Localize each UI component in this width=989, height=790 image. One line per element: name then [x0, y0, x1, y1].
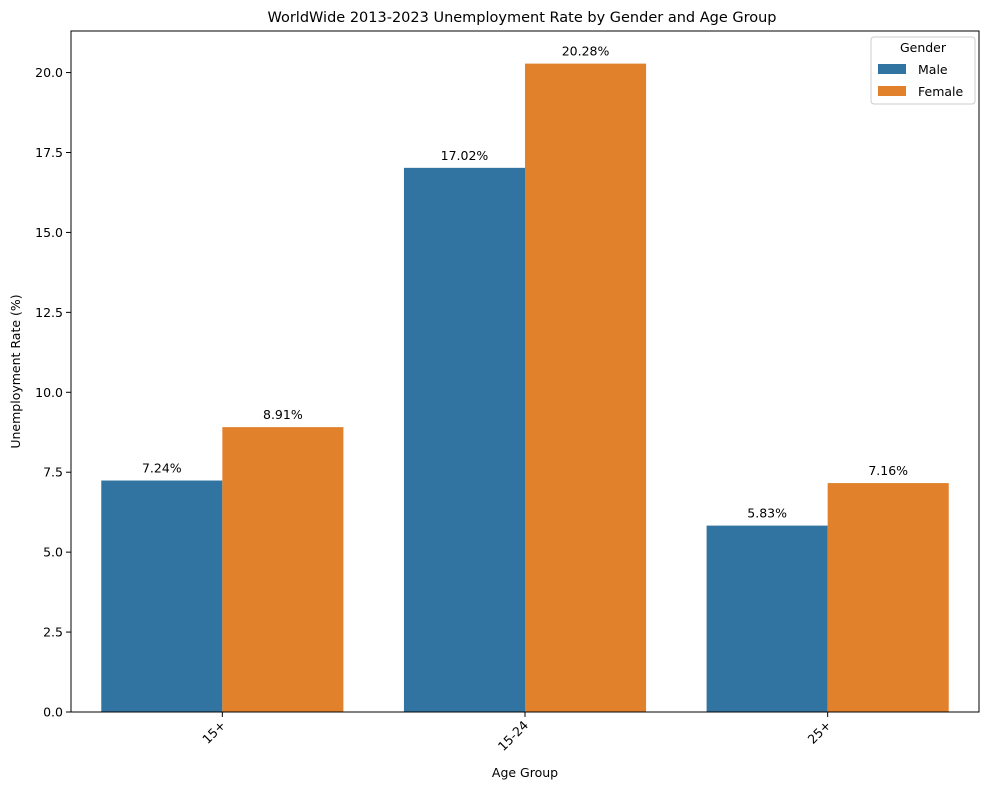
bar-value-label: 7.24% — [142, 461, 182, 476]
x-axis-label: Age Group — [492, 765, 558, 780]
legend-swatch-female — [878, 86, 906, 96]
y-axis-label: Unemployment Rate (%) — [8, 294, 23, 448]
y-tick-label: 0.0 — [43, 705, 63, 720]
bars — [101, 63, 949, 713]
x-tick-label: 25+ — [805, 718, 834, 747]
chart-title: WorldWide 2013-2023 Unemployment Rate by… — [267, 10, 776, 26]
bar-value-label: 17.02% — [441, 148, 489, 163]
bar-male-2 — [706, 525, 828, 712]
y-tick-label: 20.0 — [35, 65, 63, 80]
y-tick-label: 12.5 — [35, 305, 63, 320]
legend-title: Gender — [900, 40, 947, 55]
bar-male-0 — [101, 480, 223, 712]
bar-labels: 7.24% 8.91% 17.02% 20.28% 5.83% 7.16% — [142, 44, 908, 521]
y-tick-label: 2.5 — [43, 625, 63, 640]
y-tick-label: 17.5 — [35, 145, 63, 160]
bar-value-label: 20.28% — [562, 44, 610, 59]
x-tick-label: 15-24 — [495, 717, 531, 753]
bar-female-0 — [222, 427, 344, 712]
y-tick-label: 7.5 — [43, 465, 63, 480]
bar-male-1 — [403, 167, 525, 713]
bar-female-2 — [827, 483, 949, 712]
y-tick-label: 15.0 — [35, 225, 63, 240]
x-tick-label: 15+ — [199, 718, 228, 747]
y-tick-label: 10.0 — [35, 385, 63, 400]
bar-value-label: 7.16% — [868, 463, 908, 478]
bar-value-label: 5.83% — [747, 506, 787, 521]
y-tick-label: 5.0 — [43, 545, 63, 560]
legend-label-female: Female — [918, 84, 964, 99]
legend: Gender Male Female — [870, 36, 976, 105]
legend-label-male: Male — [918, 62, 948, 77]
bar-female-1 — [525, 63, 647, 712]
bar-value-label: 8.91% — [263, 407, 303, 422]
x-axis: 15+ 15-24 25+ — [199, 712, 834, 754]
y-axis: 0.0 2.5 5.0 7.5 10.0 12.5 15.0 17.5 20.0 — [35, 65, 71, 720]
legend-swatch-male — [878, 64, 906, 74]
plot-frame — [70, 30, 980, 713]
